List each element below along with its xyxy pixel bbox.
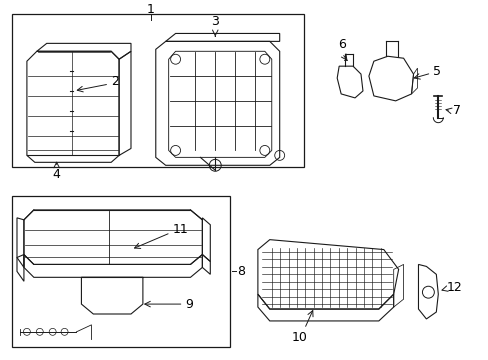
Text: 8: 8	[237, 265, 244, 278]
Text: 9: 9	[185, 298, 193, 311]
Text: 6: 6	[338, 38, 346, 51]
Text: 7: 7	[452, 104, 460, 117]
Text: 5: 5	[432, 65, 441, 78]
Bar	[12, 14, 304, 167]
Text: 11: 11	[172, 223, 188, 236]
Text: 1: 1	[146, 3, 154, 16]
Text: 3: 3	[211, 15, 219, 28]
Text: 12: 12	[446, 281, 461, 294]
Text: 4: 4	[53, 168, 61, 181]
Text: 2: 2	[111, 75, 119, 87]
Bar	[12, 196, 230, 347]
Text: 10: 10	[291, 331, 307, 344]
